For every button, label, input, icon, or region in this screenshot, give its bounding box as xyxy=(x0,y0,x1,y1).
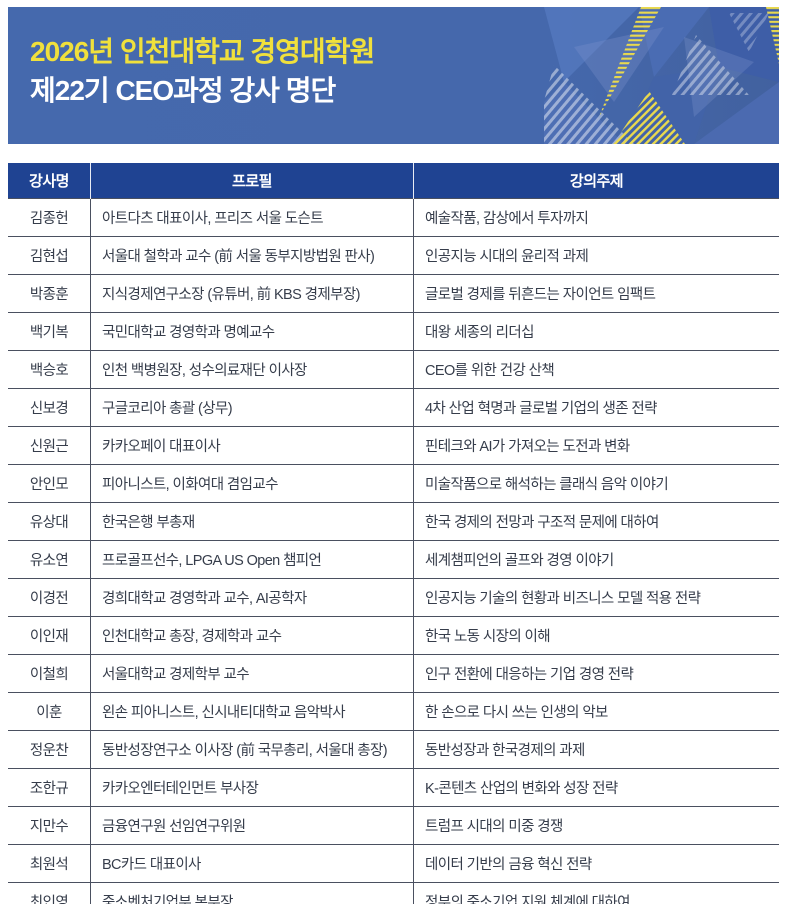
lecture-topic: 인공지능 기술의 현황과 비즈니스 모델 적용 전략 xyxy=(413,578,779,617)
lecturer-profile: 피아니스트, 이화여대 겸임교수 xyxy=(90,464,415,503)
table-row: 정운찬 동반성장연구소 이사장 (前 국무총리, 서울대 총장) 동반성장과 한… xyxy=(8,730,779,769)
lecturer-name: 김종헌 xyxy=(8,198,91,237)
lecturer-name: 유소연 xyxy=(8,540,91,579)
table-row: 지만수 금융연구원 선임연구위원 트럼프 시대의 미중 경쟁 xyxy=(8,806,779,845)
lecture-topic: 예술작품, 감상에서 투자까지 xyxy=(413,198,779,237)
lecture-topic: 미술작품으로 해석하는 클래식 음악 이야기 xyxy=(413,464,779,503)
lecturer-name: 이인재 xyxy=(8,616,91,655)
table-row: 이철희 서울대학교 경제학부 교수 인구 전환에 대응하는 기업 경영 전략 xyxy=(8,654,779,693)
table-row: 조한규 카카오엔터테인먼트 부사장 K-콘텐츠 산업의 변화와 성장 전략 xyxy=(8,768,779,807)
table-row: 백기복 국민대학교 경영학과 명예교수 대왕 세종의 리더십 xyxy=(8,312,779,351)
lecture-topic: 핀테크와 AI가 가져오는 도전과 변화 xyxy=(413,426,779,465)
banner-title: 2026년 인천대학교 경영대학원 xyxy=(30,36,375,67)
lecturer-name: 지만수 xyxy=(8,806,91,845)
lecturer-profile: 아트다츠 대표이사, 프리즈 서울 도슨트 xyxy=(90,198,415,237)
lecture-topic: 데이터 기반의 금융 혁신 전략 xyxy=(413,844,779,883)
lecture-topic: 4차 산업 혁명과 글로벌 기업의 생존 전략 xyxy=(413,388,779,427)
lecture-topic: 인구 전환에 대응하는 기업 경영 전략 xyxy=(413,654,779,693)
banner-decoration-geometric xyxy=(544,7,779,144)
lecture-topic: 한국 노동 시장의 이해 xyxy=(413,616,779,655)
lecturer-name: 유상대 xyxy=(8,502,91,541)
table-row: 박종훈 지식경제연구소장 (유튜버, 前 KBS 경제부장) 글로벌 경제를 뒤… xyxy=(8,274,779,313)
lecturer-name: 안인모 xyxy=(8,464,91,503)
lecturer-name: 이경전 xyxy=(8,578,91,617)
lecture-topic: 정부의 중소기업 지원 체계에 대하여 xyxy=(413,882,779,904)
table-row: 김종헌 아트다츠 대표이사, 프리즈 서울 도슨트 예술작품, 감상에서 투자까… xyxy=(8,198,779,237)
table-row: 이훈 왼손 피아니스트, 신시내티대학교 음악박사 한 손으로 다시 쓰는 인생… xyxy=(8,692,779,731)
lecture-topic: 인공지능 시대의 윤리적 과제 xyxy=(413,236,779,275)
lecturer-profile: 금융연구원 선임연구위원 xyxy=(90,806,415,845)
table-row: 신보경 구글코리아 총괄 (상무) 4차 산업 혁명과 글로벌 기업의 생존 전… xyxy=(8,388,779,427)
banner-text: 2026년 인천대학교 경영대학원 제22기 CEO과정 강사 명단 xyxy=(30,33,375,110)
lecturer-name: 백승호 xyxy=(8,350,91,389)
lecturer-name: 김현섭 xyxy=(8,236,91,275)
table-body: 김종헌 아트다츠 대표이사, 프리즈 서울 도슨트 예술작품, 감상에서 투자까… xyxy=(8,198,779,904)
lecture-topic: 한국 경제의 전망과 구조적 문제에 대하여 xyxy=(413,502,779,541)
lecturer-name: 정운찬 xyxy=(8,730,91,769)
table-row: 안인모 피아니스트, 이화여대 겸임교수 미술작품으로 해석하는 클래식 음악 … xyxy=(8,464,779,503)
lecturer-table: 강사명 프로필 강의주제 김종헌 아트다츠 대표이사, 프리즈 서울 도슨트 예… xyxy=(8,163,779,904)
lecturer-profile: 국민대학교 경영학과 명예교수 xyxy=(90,312,415,351)
table-row: 유소연 프로골프선수, LPGA US Open 챔피언 세계챔피언의 골프와 … xyxy=(8,540,779,579)
lecturer-name: 이훈 xyxy=(8,692,91,731)
table-row: 신원근 카카오페이 대표이사 핀테크와 AI가 가져오는 도전과 변화 xyxy=(8,426,779,465)
lecturer-profile: 카카오엔터테인먼트 부사장 xyxy=(90,768,415,807)
table-row: 유상대 한국은행 부총재 한국 경제의 전망과 구조적 문제에 대하여 xyxy=(8,502,779,541)
column-header-name: 강사명 xyxy=(8,163,91,199)
lecturer-profile: 인천대학교 총장, 경제학과 교수 xyxy=(90,616,415,655)
banner-subtitle: 제22기 CEO과정 강사 명단 xyxy=(30,74,336,106)
column-header-profile: 프로필 xyxy=(90,163,415,199)
lecturer-profile: 한국은행 부총재 xyxy=(90,502,415,541)
lecturer-name: 최원석 xyxy=(8,844,91,883)
lecturer-profile: 중소벤처기업부 본부장 xyxy=(90,882,415,904)
lecturer-name: 이철희 xyxy=(8,654,91,693)
table-row: 이경전 경희대학교 경영학과 교수, AI공학자 인공지능 기술의 현황과 비즈… xyxy=(8,578,779,617)
lecturer-name: 최인영 xyxy=(8,882,91,904)
lecturer-profile: 카카오페이 대표이사 xyxy=(90,426,415,465)
lecturer-profile: 지식경제연구소장 (유튜버, 前 KBS 경제부장) xyxy=(90,274,415,313)
lecturer-name: 신보경 xyxy=(8,388,91,427)
lecture-topic: K-콘텐츠 산업의 변화와 성장 전략 xyxy=(413,768,779,807)
table-row: 백승호 인천 백병원장, 성수의료재단 이사장 CEO를 위한 건강 산책 xyxy=(8,350,779,389)
lecturer-name: 백기복 xyxy=(8,312,91,351)
lecture-topic: 동반성장과 한국경제의 과제 xyxy=(413,730,779,769)
lecture-topic: CEO를 위한 건강 산책 xyxy=(413,350,779,389)
lecturer-profile: 동반성장연구소 이사장 (前 국무총리, 서울대 총장) xyxy=(90,730,415,769)
table-row: 이인재 인천대학교 총장, 경제학과 교수 한국 노동 시장의 이해 xyxy=(8,616,779,655)
lecturer-profile: 서울대학교 경제학부 교수 xyxy=(90,654,415,693)
lecturer-profile: 왼손 피아니스트, 신시내티대학교 음악박사 xyxy=(90,692,415,731)
lecturer-name: 박종훈 xyxy=(8,274,91,313)
lecturer-profile: BC카드 대표이사 xyxy=(90,844,415,883)
lecturer-profile: 구글코리아 총괄 (상무) xyxy=(90,388,415,427)
table-header-row: 강사명 프로필 강의주제 xyxy=(8,163,779,199)
banner: 2026년 인천대학교 경영대학원 제22기 CEO과정 강사 명단 xyxy=(8,7,779,144)
lecture-topic: 글로벌 경제를 뒤흔드는 자이언트 임팩트 xyxy=(413,274,779,313)
lecturer-profile: 프로골프선수, LPGA US Open 챔피언 xyxy=(90,540,415,579)
table-row: 최원석 BC카드 대표이사 데이터 기반의 금융 혁신 전략 xyxy=(8,844,779,883)
lecturer-profile: 서울대 철학과 교수 (前 서울 동부지방법원 판사) xyxy=(90,236,415,275)
lecture-topic: 트럼프 시대의 미중 경쟁 xyxy=(413,806,779,845)
lecturer-name: 신원근 xyxy=(8,426,91,465)
lecture-topic: 대왕 세종의 리더십 xyxy=(413,312,779,351)
lecturer-name: 조한규 xyxy=(8,768,91,807)
lecture-topic: 한 손으로 다시 쓰는 인생의 악보 xyxy=(413,692,779,731)
table-row: 김현섭 서울대 철학과 교수 (前 서울 동부지방법원 판사) 인공지능 시대의… xyxy=(8,236,779,275)
lecturer-profile: 경희대학교 경영학과 교수, AI공학자 xyxy=(90,578,415,617)
table-row: 최인영 중소벤처기업부 본부장 정부의 중소기업 지원 체계에 대하여 xyxy=(8,882,779,904)
column-header-topic: 강의주제 xyxy=(413,163,779,199)
lecturer-profile: 인천 백병원장, 성수의료재단 이사장 xyxy=(90,350,415,389)
lecture-topic: 세계챔피언의 골프와 경영 이야기 xyxy=(413,540,779,579)
